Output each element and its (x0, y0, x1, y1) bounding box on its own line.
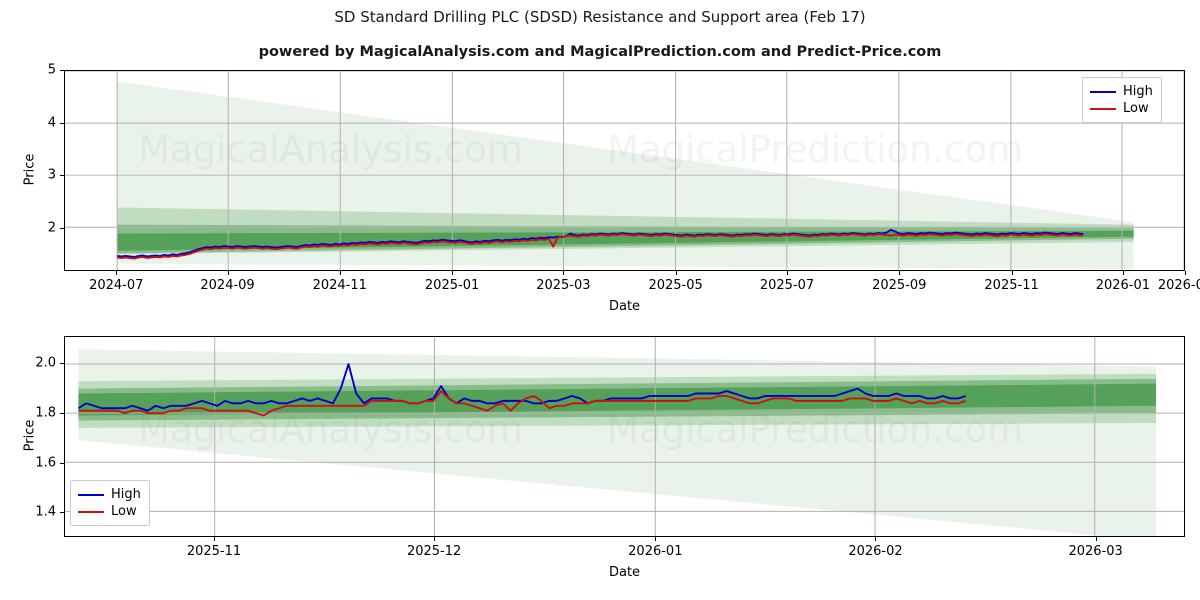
overview-xtick-mark (1122, 271, 1124, 275)
overview-xtick-label: 2024-09 (200, 278, 255, 293)
overview-legend: High Low (1082, 77, 1162, 123)
zoom-chart-plot-area (64, 336, 1185, 537)
overview-ytick-mark (60, 70, 64, 71)
zoom-legend: High Low (70, 480, 150, 526)
overview-ytick-mark (60, 227, 64, 229)
band-core (117, 230, 1134, 251)
zoom-ytick-label: 2.0 (35, 355, 56, 371)
overview-xtick-label: 2024-07 (89, 278, 144, 293)
zoom-xtick-mark (1095, 537, 1097, 541)
legend-label-low: Low (111, 504, 137, 519)
legend-swatch-high (78, 493, 104, 496)
legend-entry-low: Low (78, 503, 141, 520)
zoom-ytick-mark (60, 462, 64, 464)
overview-xtick-mark (899, 271, 901, 275)
overview-xtick-mark (339, 271, 341, 275)
overview-xtick-mark (1011, 271, 1013, 275)
overview-xtick-label: 2026-03 (1157, 278, 1200, 293)
overview-ytick-label: 5 (47, 62, 56, 78)
band-core (78, 383, 1157, 416)
series-line-high (117, 228, 1084, 258)
zoom-xtick-label: 2026-03 (1068, 544, 1123, 559)
zoom-xtick-label: 2026-02 (848, 544, 903, 559)
zoom-xtick-mark (434, 537, 436, 541)
overview-chart-plot-area (64, 70, 1185, 271)
zoom-ytick-mark (60, 512, 64, 514)
overview-xtick-label: 2024-11 (312, 278, 367, 293)
overview-xtick-label: 2026-01 (1095, 278, 1151, 293)
legend-swatch-low (1090, 107, 1116, 110)
legend-label-low: Low (1123, 101, 1149, 116)
overview-y-axis-title: Price (22, 153, 38, 185)
zoom-ytick-mark (60, 363, 64, 365)
series-line-low (78, 390, 967, 417)
overview-ytick-label: 4 (47, 115, 56, 131)
zoom-xtick-label: 2026-01 (628, 544, 683, 559)
overview-x-axis-title: Date (608, 299, 641, 314)
overview-xtick-label: 2025-03 (536, 278, 591, 293)
overview-xtick-label: 2025-11 (984, 278, 1039, 293)
page-subtitle: powered by MagicalAnalysis.com and Magic… (258, 44, 942, 60)
overview-xtick-mark (227, 271, 229, 275)
zoom-xtick-mark (875, 537, 877, 541)
legend-entry-high: High (1090, 83, 1153, 100)
overview-ytick-label: 3 (47, 167, 56, 183)
legend-entry-high: High (78, 486, 141, 503)
overview-xtick-mark (116, 271, 118, 275)
overview-xtick-label: 2025-05 (648, 278, 703, 293)
zoom-xtick-label: 2025-12 (406, 544, 462, 559)
overview-xtick-label: 2025-01 (424, 278, 480, 293)
zoom-x-axis-title: Date (608, 565, 641, 580)
zoom-ytick-mark (60, 412, 64, 414)
zoom-xtick-mark (655, 537, 657, 541)
overview-ytick-mark (60, 122, 64, 124)
legend-swatch-low (78, 510, 104, 513)
overview-xtick-mark (787, 271, 789, 275)
page-title: SD Standard Drilling PLC (SDSD) Resistan… (334, 8, 866, 26)
zoom-y-axis-title: Price (22, 419, 38, 451)
zoom-xtick-mark (213, 537, 215, 541)
legend-label-high: High (1123, 84, 1153, 99)
overview-xtick-mark (452, 271, 454, 275)
overview-xtick-label: 2025-07 (759, 278, 815, 293)
overview-ytick-mark (60, 175, 64, 177)
zoom-ytick-label: 1.6 (35, 455, 56, 471)
zoom-ytick-label: 1.4 (35, 504, 56, 520)
zoom-ytick-label: 1.8 (35, 405, 56, 421)
overview-xtick-mark (1185, 271, 1186, 275)
zoom-xtick-label: 2025-11 (186, 544, 242, 559)
overview-xtick-label: 2025-09 (872, 278, 927, 293)
legend-label-high: High (111, 487, 141, 502)
series-line-low (117, 233, 1084, 260)
legend-entry-low: Low (1090, 100, 1153, 117)
overview-xtick-mark (675, 271, 677, 275)
overview-xtick-mark (563, 271, 565, 275)
legend-swatch-high (1090, 90, 1116, 93)
overview-ytick-label: 2 (47, 220, 56, 236)
